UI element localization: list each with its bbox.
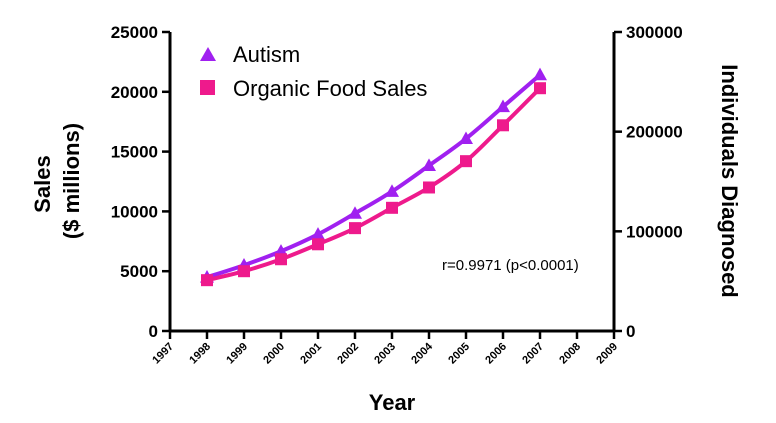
x-tick-label-2008: 2008 xyxy=(557,341,583,367)
point-autism-2002 xyxy=(348,206,362,219)
x-tick-label-2005: 2005 xyxy=(446,341,472,367)
x-tick-label-1998: 1998 xyxy=(187,341,213,367)
series-line-autism xyxy=(205,72,542,280)
x-axis-title: Year xyxy=(369,390,416,415)
point-organic-food-sales-2001 xyxy=(312,238,324,251)
left-y-tick-label-5000: 5000 xyxy=(120,262,158,281)
x-tick-label-2007: 2007 xyxy=(520,341,546,367)
point-organic-food-sales-2006 xyxy=(497,119,509,132)
left-y-tick-label-10000: 10000 xyxy=(111,202,158,221)
right-y-tick-label-100000: 100000 xyxy=(626,222,683,241)
x-tick-label-2002: 2002 xyxy=(335,341,361,367)
legend-autism-marker xyxy=(200,47,216,61)
series-layer xyxy=(200,67,547,287)
right-y-ticks: 0 100000 200000 300000 xyxy=(614,23,683,341)
x-tick-label-2001: 2001 xyxy=(298,341,324,367)
point-organic-food-sales-2005 xyxy=(460,155,472,168)
series-line-organic-food-sales xyxy=(205,86,542,283)
point-autism-2005 xyxy=(459,131,473,145)
left-y-tick-label-0: 0 xyxy=(149,322,158,341)
point-autism-2007 xyxy=(533,67,547,81)
point-organic-food-sales-2007 xyxy=(534,82,546,95)
correlation-annotation: r=0.9971 (p<0.0001) xyxy=(442,257,579,274)
point-organic-food-sales-2004 xyxy=(423,181,435,194)
point-autism-2006 xyxy=(496,99,510,113)
legend-organic-food-sales-marker xyxy=(200,80,215,95)
legend-organic-food-sales-label: Organic Food Sales xyxy=(233,76,427,101)
point-organic-food-sales-2000 xyxy=(275,253,287,266)
point-autism-2004 xyxy=(422,158,436,171)
point-organic-food-sales-1998 xyxy=(201,274,213,287)
legend: Autism Organic Food Sales xyxy=(200,42,427,101)
point-organic-food-sales-1999 xyxy=(238,265,250,278)
legend-autism-label: Autism xyxy=(233,42,300,67)
x-tick-label-2004: 2004 xyxy=(409,340,435,366)
x-tick-label-2006: 2006 xyxy=(483,341,509,367)
right-y-tick-label-0: 0 xyxy=(626,322,635,341)
x-tick-label-1997: 1997 xyxy=(150,341,176,367)
left-y-tick-label-20000: 20000 xyxy=(111,83,158,102)
left-y-ticks: 0 5000 10000 15000 20000 25000 xyxy=(111,23,170,341)
left-y-tick-label-25000: 25000 xyxy=(111,23,158,42)
point-autism-2003 xyxy=(385,184,399,197)
right-y-tick-label-200000: 200000 xyxy=(626,123,683,142)
left-y-axis-title-line1: Sales xyxy=(30,155,55,213)
x-tick-label-2009: 2009 xyxy=(594,341,620,367)
left-y-tick-label-15000: 15000 xyxy=(111,143,158,162)
left-y-axis-title: Sales ($ millions) xyxy=(30,123,84,239)
point-organic-food-sales-2003 xyxy=(386,201,398,214)
left-y-axis-title-line2: ($ millions) xyxy=(59,123,84,239)
right-y-axis-title: Individuals Diagnosed xyxy=(717,64,742,297)
x-tick-label-2000: 2000 xyxy=(261,341,287,367)
point-autism-2001 xyxy=(311,227,325,240)
x-tick-label-1999: 1999 xyxy=(224,341,250,367)
x-ticks: 1997 1998 1999 2000 2001 2002 2003 2004 2005 2006… xyxy=(150,331,620,366)
point-organic-food-sales-2002 xyxy=(349,222,361,235)
x-tick-label-2003: 2003 xyxy=(372,341,398,367)
right-y-tick-label-300000: 300000 xyxy=(626,23,683,42)
